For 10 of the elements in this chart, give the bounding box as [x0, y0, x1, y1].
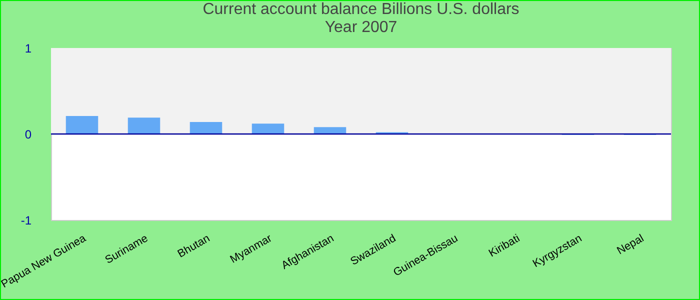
- bar: [252, 124, 284, 134]
- chart-title: Current account balance Billions U.S. dollars: [202, 1, 520, 18]
- y-tick-label: -1: [20, 214, 32, 228]
- bar: [66, 116, 98, 134]
- y-tick-label: 0: [24, 128, 32, 142]
- bar: [314, 127, 346, 134]
- y-tick-label: 1: [24, 42, 32, 56]
- bar: [128, 118, 160, 134]
- bar: [190, 122, 222, 134]
- chart-subtitle: Year 2007: [324, 19, 398, 36]
